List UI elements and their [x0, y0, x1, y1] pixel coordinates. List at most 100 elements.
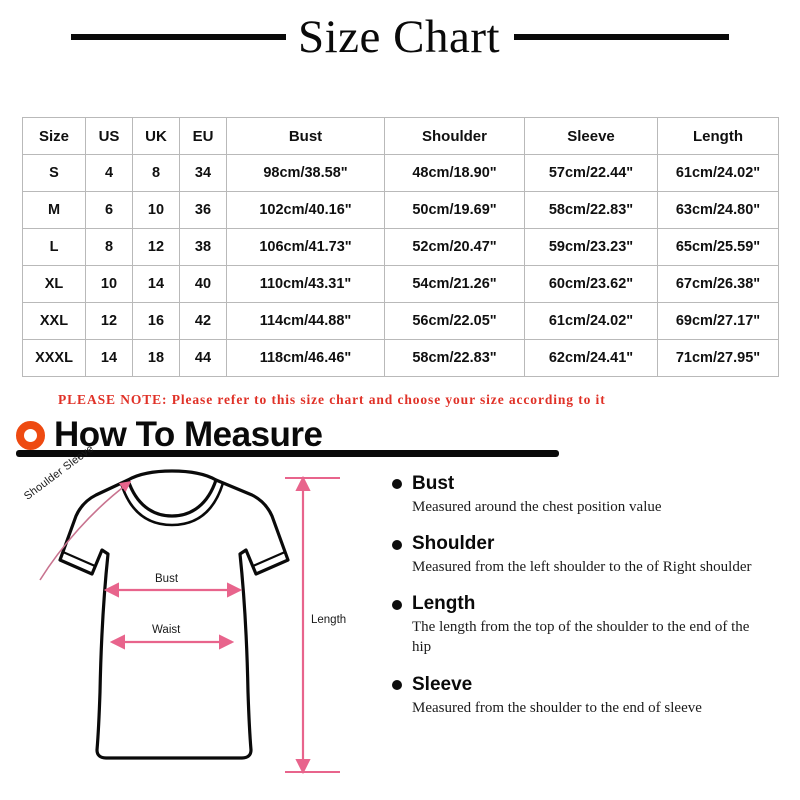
list-item: Length The length from the top of the sh…: [392, 593, 792, 657]
title-rule-right: [514, 34, 730, 40]
dot-bullet-icon: [392, 479, 402, 490]
cell-us: 10: [85, 265, 133, 303]
how-to-measure-title: How To Measure: [54, 414, 323, 454]
cell-size: XXXL: [22, 339, 86, 377]
cell-bust: 110cm/43.31": [226, 265, 385, 303]
cell-sleeve: 58cm/22.83": [524, 191, 658, 229]
cell-eu: 42: [179, 302, 227, 340]
cell-shoulder: 54cm/21.26": [384, 265, 525, 303]
cell-length: 69cm/27.17": [657, 302, 779, 340]
column-header-uk: UK: [132, 117, 180, 155]
table-row: XL 10 14 40 110cm/43.31" 54cm/21.26" 60c…: [22, 265, 779, 303]
cell-bust: 118cm/46.46": [226, 339, 385, 377]
cell-sleeve: 57cm/22.44": [524, 154, 658, 192]
column-header-eu: EU: [179, 117, 227, 155]
diagram-label-waist: Waist: [152, 624, 181, 636]
cell-eu: 44: [179, 339, 227, 377]
measure-desc-sleeve: Measured from the shoulder to the end of…: [412, 699, 702, 716]
tshirt-measurement-diagram: [0, 462, 390, 800]
list-item: Sleeve Measured from the shoulder to the…: [392, 673, 792, 718]
cell-shoulder: 52cm/20.47": [384, 228, 525, 266]
cell-bust: 102cm/40.16": [226, 191, 385, 229]
cell-sleeve: 60cm/23.62": [524, 265, 658, 303]
cell-sleeve: 62cm/24.41": [524, 339, 658, 377]
measurement-description-list: Bust Measured around the chest position …: [392, 473, 792, 735]
list-item: Shoulder Measured from the left shoulder…: [392, 533, 792, 577]
cell-bust: 114cm/44.88": [226, 302, 385, 340]
cell-shoulder: 58cm/22.83": [384, 339, 525, 377]
cell-us: 6: [85, 191, 133, 229]
cell-uk: 12: [132, 228, 180, 266]
cell-size: XXL: [22, 302, 86, 340]
measure-name-length: Length: [412, 593, 476, 615]
title-rule-left: [70, 34, 286, 40]
cell-us: 12: [85, 302, 133, 340]
right-cuff-line: [255, 558, 289, 576]
ring-bullet-icon: [16, 420, 45, 450]
column-header-bust: Bust: [226, 117, 385, 155]
tshirt-outline-icon: [58, 469, 290, 760]
neckline-collar-band: [119, 481, 225, 527]
measure-name-shoulder: Shoulder: [412, 533, 495, 555]
table-row: XXL 12 16 42 114cm/44.88" 56cm/22.05" 61…: [22, 302, 779, 340]
cell-sleeve: 59cm/23.23": [524, 228, 658, 266]
measure-desc-shoulder: Measured from the left shoulder to the o…: [412, 559, 752, 576]
neckline-outer: [126, 478, 218, 518]
how-to-measure-rule: [16, 450, 559, 457]
diagram-label-bust: Bust: [155, 573, 179, 585]
column-header-sleeve: Sleeve: [524, 117, 658, 155]
cell-uk: 14: [132, 265, 180, 303]
how-to-measure-header: How To Measure: [16, 410, 576, 458]
cell-size: S: [22, 154, 86, 192]
diagram-label-length: Length: [311, 614, 347, 626]
please-note-text: PLEASE NOTE: Please refer to this size c…: [58, 392, 606, 407]
column-header-us: US: [85, 117, 133, 155]
column-header-length: Length: [657, 117, 779, 155]
table-row: XXXL 14 18 44 118cm/46.46" 58cm/22.83" 6…: [22, 339, 779, 377]
cell-length: 71cm/27.95": [657, 339, 779, 377]
list-item: Bust Measured around the chest position …: [392, 473, 792, 517]
page-header: Size Chart: [0, 6, 800, 68]
left-cuff-line: [59, 558, 93, 576]
cell-length: 65cm/25.59": [657, 228, 779, 266]
cell-eu: 36: [179, 191, 227, 229]
cell-uk: 18: [132, 339, 180, 377]
cell-size: XL: [22, 265, 86, 303]
right-cuff-inner-line: [252, 550, 286, 568]
cell-uk: 10: [132, 191, 180, 229]
dot-bullet-icon: [392, 680, 402, 691]
cell-us: 14: [85, 339, 133, 377]
cell-uk: 16: [132, 302, 180, 340]
measure-name-bust: Bust: [412, 473, 455, 494]
size-chart-table-container: Size US UK EU Bust Shoulder Sleeve Lengt…: [22, 117, 779, 377]
column-header-shoulder: Shoulder: [384, 117, 525, 155]
measure-name-sleeve: Sleeve: [412, 673, 473, 695]
left-cuff-inner-line: [62, 550, 96, 568]
table-row: M 6 10 36 102cm/40.16" 50cm/19.69" 58cm/…: [22, 191, 779, 229]
cell-length: 61cm/24.02": [657, 154, 779, 192]
cell-bust: 106cm/41.73": [226, 228, 385, 266]
cell-eu: 34: [179, 154, 227, 192]
cell-uk: 8: [132, 154, 180, 192]
page-title: Size Chart: [297, 10, 501, 63]
cell-eu: 40: [179, 265, 227, 303]
cell-shoulder: 50cm/19.69": [384, 191, 525, 229]
cell-bust: 98cm/38.58": [226, 154, 385, 192]
cell-length: 67cm/26.38": [657, 265, 779, 303]
table-row: L 8 12 38 106cm/41.73" 52cm/20.47" 59cm/…: [22, 228, 779, 266]
cell-us: 4: [85, 154, 133, 192]
table-row: S 4 8 34 98cm/38.58" 48cm/18.90" 57cm/22…: [22, 154, 779, 192]
table-header-row: Size US UK EU Bust Shoulder Sleeve Lengt…: [22, 117, 779, 155]
tshirt-diagram-svg: [39, 469, 340, 775]
shoulder-sleeve-arrow: [39, 481, 132, 581]
cell-size: L: [22, 228, 86, 266]
cell-shoulder: 56cm/22.05": [384, 302, 525, 340]
measure-desc-length: The length from the top of the shoulder …: [412, 619, 750, 656]
dot-bullet-icon: [392, 539, 402, 550]
measure-desc-bust: Measured around the chest position value: [412, 498, 662, 515]
size-chart-table: Size US UK EU Bust Shoulder Sleeve Lengt…: [22, 117, 779, 377]
cell-eu: 38: [179, 228, 227, 266]
cell-length: 63cm/24.80": [657, 191, 779, 229]
cell-us: 8: [85, 228, 133, 266]
column-header-size: Size: [22, 117, 86, 155]
